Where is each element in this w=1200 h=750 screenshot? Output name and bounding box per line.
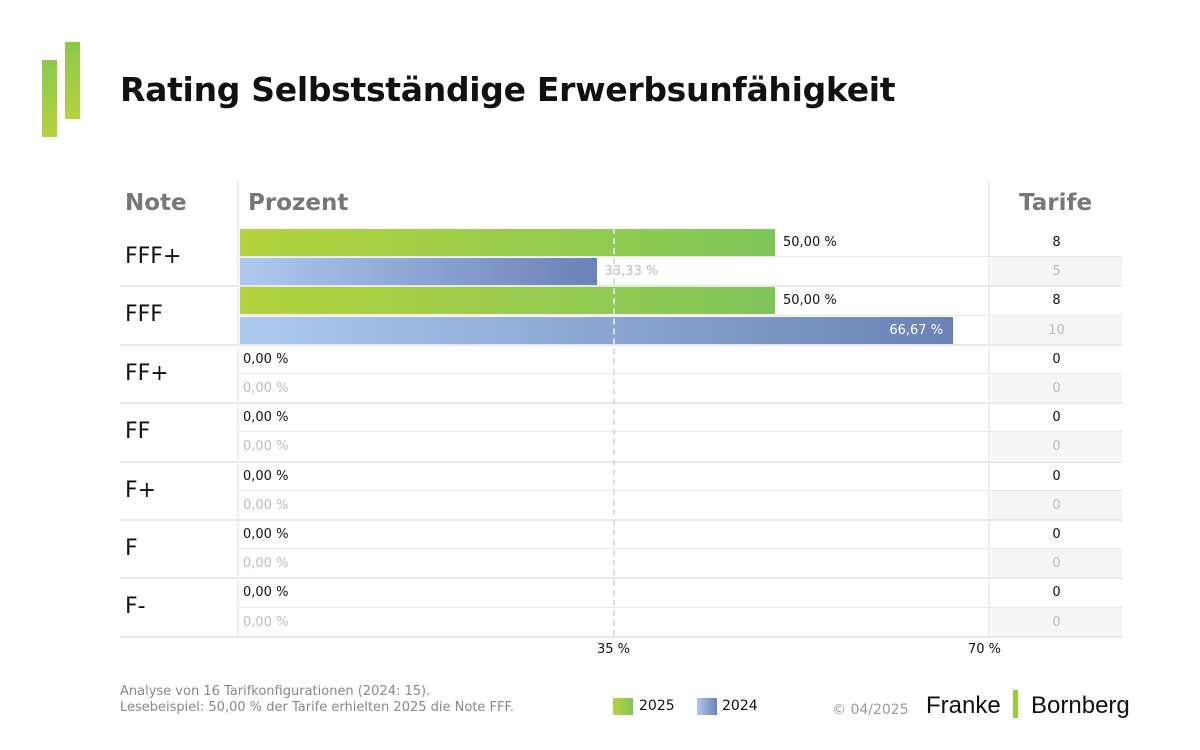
value-label-2024: 0,00 % bbox=[243, 556, 289, 572]
count-2025: 0 bbox=[1052, 351, 1061, 367]
logo-bar-icon bbox=[65, 42, 80, 119]
row-divider bbox=[238, 548, 1122, 550]
tarife-bg-2024 bbox=[991, 257, 1122, 286]
bar-2024 bbox=[240, 316, 954, 344]
chart-title: Rating Selbstständige Erwerbsunfähigkeit bbox=[120, 70, 896, 109]
category-label: FF bbox=[125, 419, 151, 445]
value-label-2025: 0,00 % bbox=[243, 351, 289, 367]
value-label-2025: 0,00 % bbox=[243, 468, 289, 484]
value-label-2025: 0,00 % bbox=[243, 527, 289, 542]
bar-2024 bbox=[240, 258, 597, 286]
category-label: FF+ bbox=[125, 360, 169, 386]
category-label: F bbox=[125, 536, 138, 561]
row-divider bbox=[238, 489, 1122, 491]
legend-label-2024: 2024 bbox=[722, 698, 758, 714]
group-divider bbox=[120, 343, 1122, 346]
group-divider bbox=[120, 635, 1122, 638]
value-label-2025: 0,00 % bbox=[243, 410, 289, 426]
count-2024: 0 bbox=[1052, 439, 1061, 455]
value-label-2024: 33,33 % bbox=[604, 264, 659, 280]
row-divider bbox=[238, 314, 1122, 316]
count-2024: 0 bbox=[1052, 556, 1061, 572]
tarife-bg-2024 bbox=[991, 607, 1122, 636]
legend-swatch-2024 bbox=[697, 698, 717, 715]
row-divider bbox=[238, 431, 1122, 433]
group-divider bbox=[120, 402, 1122, 405]
count-2025: 0 bbox=[1052, 585, 1061, 601]
tarife-bg-2024 bbox=[991, 315, 1122, 344]
category-label: F- bbox=[125, 594, 146, 620]
count-2025: 8 bbox=[1052, 235, 1061, 250]
bar-2025 bbox=[240, 287, 775, 315]
tarife-bg-2024 bbox=[991, 374, 1122, 402]
group-divider bbox=[120, 519, 1122, 521]
category-label: FFF bbox=[125, 302, 163, 328]
group-divider bbox=[120, 285, 1122, 288]
tarife-bg-2024 bbox=[991, 432, 1122, 461]
category-label: FFF+ bbox=[125, 244, 182, 269]
count-2025: 0 bbox=[1052, 527, 1061, 542]
value-label-2024: 0,00 % bbox=[243, 614, 289, 630]
row-divider bbox=[238, 256, 1122, 258]
count-2025: 0 bbox=[1052, 410, 1061, 426]
value-label-2025: 50,00 % bbox=[783, 293, 837, 309]
value-label-2025: 50,00 % bbox=[783, 235, 837, 250]
count-2024: 5 bbox=[1052, 264, 1061, 280]
tick-label: 70 % bbox=[968, 642, 1002, 657]
value-label-2024: 0,00 % bbox=[243, 381, 289, 396]
tarife-bg-2024 bbox=[991, 490, 1122, 519]
count-2024: 0 bbox=[1052, 614, 1061, 630]
copyright: © 04/2025 bbox=[832, 702, 909, 718]
tick-label: 35 % bbox=[597, 642, 631, 657]
legend-swatch-2025 bbox=[613, 698, 633, 715]
count-2025: 0 bbox=[1052, 468, 1061, 484]
value-label-2024: 0,00 % bbox=[243, 439, 289, 455]
reference-line-35 bbox=[613, 228, 615, 636]
legend-label-2025: 2025 bbox=[639, 698, 675, 714]
header-tarife: Tarife bbox=[1019, 190, 1093, 216]
footnote: Analyse von 16 Tarifkonfigurationen (202… bbox=[120, 684, 514, 716]
row-divider bbox=[238, 373, 1122, 374]
group-divider bbox=[120, 577, 1122, 580]
value-label-2024: 0,00 % bbox=[243, 497, 289, 513]
count-2024: 10 bbox=[1048, 322, 1065, 338]
header-note: Note bbox=[125, 190, 187, 216]
row-divider bbox=[238, 606, 1122, 608]
footnote-line1: Analyse von 16 Tarifkonfigurationen (202… bbox=[120, 684, 431, 699]
value-label-2025: 0,00 % bbox=[243, 585, 289, 601]
footnote-line2: Lesebeispiel: 50,00 % der Tarife erhielt… bbox=[120, 700, 515, 715]
brand-logo: Franke Bornberg bbox=[926, 690, 1130, 719]
bar-2025 bbox=[240, 229, 775, 256]
divider bbox=[988, 180, 990, 636]
value-label-2024: 66,67 % bbox=[889, 322, 944, 338]
group-divider bbox=[120, 460, 1122, 463]
count-2024: 0 bbox=[1052, 497, 1061, 513]
count-2025: 8 bbox=[1052, 293, 1061, 309]
count-2024: 0 bbox=[1052, 381, 1061, 396]
logo-bar-icon bbox=[42, 60, 57, 137]
divider bbox=[237, 180, 239, 636]
header-percent: Prozent bbox=[248, 190, 349, 216]
tarife-bg-2024 bbox=[991, 549, 1122, 578]
category-label: F+ bbox=[125, 477, 157, 503]
